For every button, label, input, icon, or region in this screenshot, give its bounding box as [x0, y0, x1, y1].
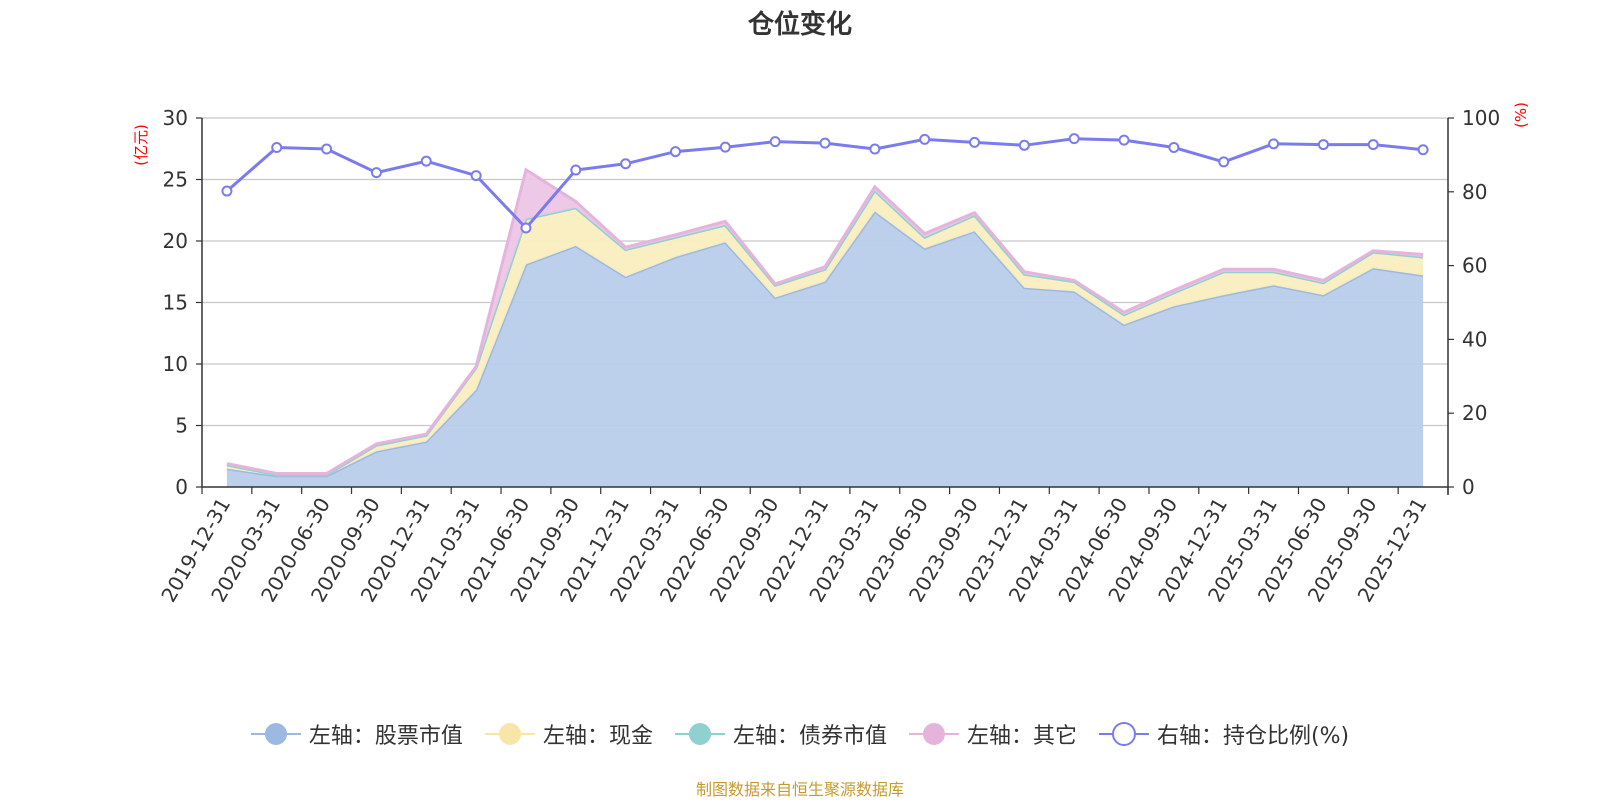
legend-marker-other [908, 723, 959, 745]
legend-label-ratio: 右轴：持仓比例(%) [1156, 724, 1350, 749]
right-axis-unit: (%) [1512, 102, 1530, 128]
ratio-point [321, 143, 333, 155]
left-tick-label: 30 [163, 106, 188, 130]
ratio-point [1268, 138, 1280, 150]
ratio-point [271, 142, 283, 154]
left-tick-label: 25 [163, 168, 188, 192]
ratio-point [819, 137, 831, 149]
legend-label-bond: 左轴：债券市值 [732, 724, 887, 749]
left-tick-label: 5 [175, 414, 188, 438]
area-other-line [226, 167, 1424, 475]
ratio-point [969, 136, 981, 148]
left-tick-label: 15 [163, 291, 188, 315]
legend-marker-stock [250, 723, 301, 745]
right-tick-label: 60 [1462, 254, 1487, 278]
ratio-point [1068, 133, 1080, 145]
legend-item-cash[interactable]: 左轴：现金 [484, 718, 653, 750]
legend-marker-ratio [1098, 722, 1149, 746]
ratio-point [370, 167, 382, 179]
legend: 左轴：股票市值 左轴：现金 左轴：债券市值 左轴：其它 右轴：持仓比例(%) [0, 718, 1600, 750]
legend-item-bond[interactable]: 左轴：债券市值 [674, 718, 887, 750]
ratio-point [1018, 139, 1030, 151]
right-tick-label: 0 [1462, 475, 1475, 499]
ratio-point [769, 136, 781, 148]
legend-label-other: 左轴：其它 [966, 724, 1077, 749]
ratio-point [1168, 142, 1180, 154]
right-tick-label: 20 [1462, 401, 1487, 425]
ratio-layer [221, 133, 1429, 234]
ratio-point [470, 170, 482, 182]
ratio-point [1367, 139, 1379, 151]
data-source-note: 制图数据来自恒生聚源数据库 [695, 780, 904, 799]
legend-marker-cash [484, 723, 535, 745]
left-tick-label: 10 [163, 352, 188, 376]
ratio-point [869, 143, 881, 155]
right-tick-label: 80 [1462, 180, 1487, 204]
ratio-point [420, 155, 432, 167]
chart-title: 仓位变化 [747, 10, 852, 40]
area-layer [226, 167, 1424, 487]
ratio-point [620, 158, 632, 170]
legend-label-cash: 左轴：现金 [542, 724, 653, 749]
area-stock [226, 211, 1424, 487]
left-axis-unit: (亿元) [132, 124, 150, 166]
legend-label-stock: 左轴：股票市值 [308, 724, 463, 749]
ratio-line [225, 137, 1424, 231]
left-tick-label: 0 [175, 475, 188, 499]
ratio-point [1417, 144, 1429, 156]
ratio-point [221, 185, 233, 197]
ratio-point [719, 141, 731, 153]
ratio-point [669, 146, 681, 158]
right-tick-label: 40 [1462, 327, 1487, 351]
ratio-point [1218, 156, 1230, 168]
ratio-point [919, 133, 931, 145]
legend-item-other[interactable]: 左轴：其它 [908, 718, 1077, 750]
ratio-point [570, 164, 582, 176]
ratio-point [1118, 134, 1130, 146]
right-tick-label: 100 [1462, 106, 1500, 130]
area-cash [226, 190, 1424, 476]
ratio-point [520, 222, 532, 234]
ratio-point [1317, 139, 1329, 151]
legend-marker-bond [674, 723, 725, 745]
legend-item-ratio[interactable]: 右轴：持仓比例(%) [1098, 718, 1350, 750]
legend-item-stock[interactable]: 左轴：股票市值 [250, 718, 463, 750]
left-tick-label: 20 [163, 229, 188, 253]
